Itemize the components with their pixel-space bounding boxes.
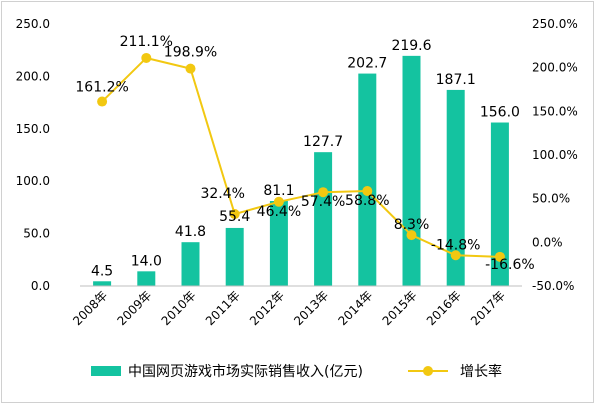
bar-series [93,55,509,287]
line-data-label: 32.4% [200,186,244,202]
line-series [97,52,505,262]
legend-bar-label: 中国网页游戏市场实际销售收入(亿元) [128,363,363,380]
line-data-label: -14.8% [431,237,481,253]
line-data-label: 211.1% [120,34,173,50]
bar-data-label: 156.0 [480,105,520,121]
line-data-label: 161.2% [75,80,128,96]
bar [181,242,200,286]
bar [225,227,244,286]
left-y-tick-label: 150.0 [16,122,50,136]
line-data-label: 8.3% [394,217,430,233]
bar-data-label: 55.4 [219,209,250,225]
x-tick-label: 2010年 [159,288,199,328]
x-tick-label: 2017年 [468,288,508,328]
bar [314,152,333,286]
left-y-tick-label: 200.0 [16,69,50,83]
line-point [97,96,108,107]
bar [137,271,156,286]
growth-line [101,56,500,258]
right-y-tick-label: 200.0% [532,61,578,75]
bar-data-label: 81.1 [263,183,294,199]
left-y-tick-label: 100.0 [16,174,50,188]
legend-line-marker [423,366,433,376]
right-y-tick-label: 50.0% [532,192,570,206]
legend-bar-swatch [91,366,121,376]
x-tick-label: 2013年 [291,288,331,328]
x-tick-label: 2014年 [335,288,375,328]
left-y-axis: 0.0 50.0 100.0 150.0 200.0 250.0 [16,17,50,293]
left-y-tick-label: 0.0 [31,279,50,293]
line-data-label: 198.9% [164,45,217,61]
x-tick-label: 2012年 [247,288,287,328]
x-tick-label: 2009年 [114,288,154,328]
bar-data-label: 202.7 [347,56,387,72]
x-axis: 2008年 2009年 2010年 2011年 2012年 2013年 2014年 2015年… [70,288,508,328]
bar-data-label: 127.7 [303,134,343,150]
line-point [362,185,373,196]
line-data-label: -16.6% [485,257,535,273]
bar-data-label: 14.0 [131,253,162,269]
line-data-labels: 161.2% 211.1%198.9% 32.4% 46.4%57.4% 58.8% 8.… [75,34,534,273]
line-data-label: 58.8% [345,193,389,209]
right-y-tick-label: -50.0% [532,279,574,293]
bar [402,55,421,287]
bar-data-label: 219.6 [391,38,431,54]
bar [93,281,112,286]
bar-data-label: 41.8 [175,224,206,240]
x-tick-label: 2016年 [424,288,464,328]
line-point [229,209,240,220]
left-y-tick-label: 50.0 [23,227,50,241]
line-point [494,251,505,262]
bar-data-label: 4.5 [91,263,113,279]
legend: 中国网页游戏市场实际销售收入(亿元) 增长率 [91,363,502,380]
legend-line-label: 增长率 [460,363,502,380]
bar [358,73,377,286]
x-tick-label: 2011年 [203,288,243,328]
bar [490,122,509,287]
line-point [450,250,461,261]
line-point [406,230,417,241]
line-point [318,187,329,198]
right-y-tick-label: 0.0% [532,235,563,249]
line-point [185,63,196,74]
right-y-tick-label: 250.0% [532,17,578,31]
x-tick-label: 2015年 [380,288,420,328]
bar-data-label: 187.1 [436,72,476,88]
bar [446,89,465,287]
line-point [141,52,152,63]
right-y-tick-label: 100.0% [532,148,578,162]
line-data-label: 46.4% [257,204,301,220]
left-y-tick-label: 250.0 [16,17,50,31]
bar [269,201,288,286]
right-y-axis: -50.0% 0.0% 50.0% 100.0% 150.0% 200.0% 250.0% [532,17,578,293]
line-point [273,196,284,207]
x-tick-label: 2008年 [70,288,110,328]
right-y-tick-label: 150.0% [532,104,578,118]
line-data-label: 57.4% [301,194,345,210]
